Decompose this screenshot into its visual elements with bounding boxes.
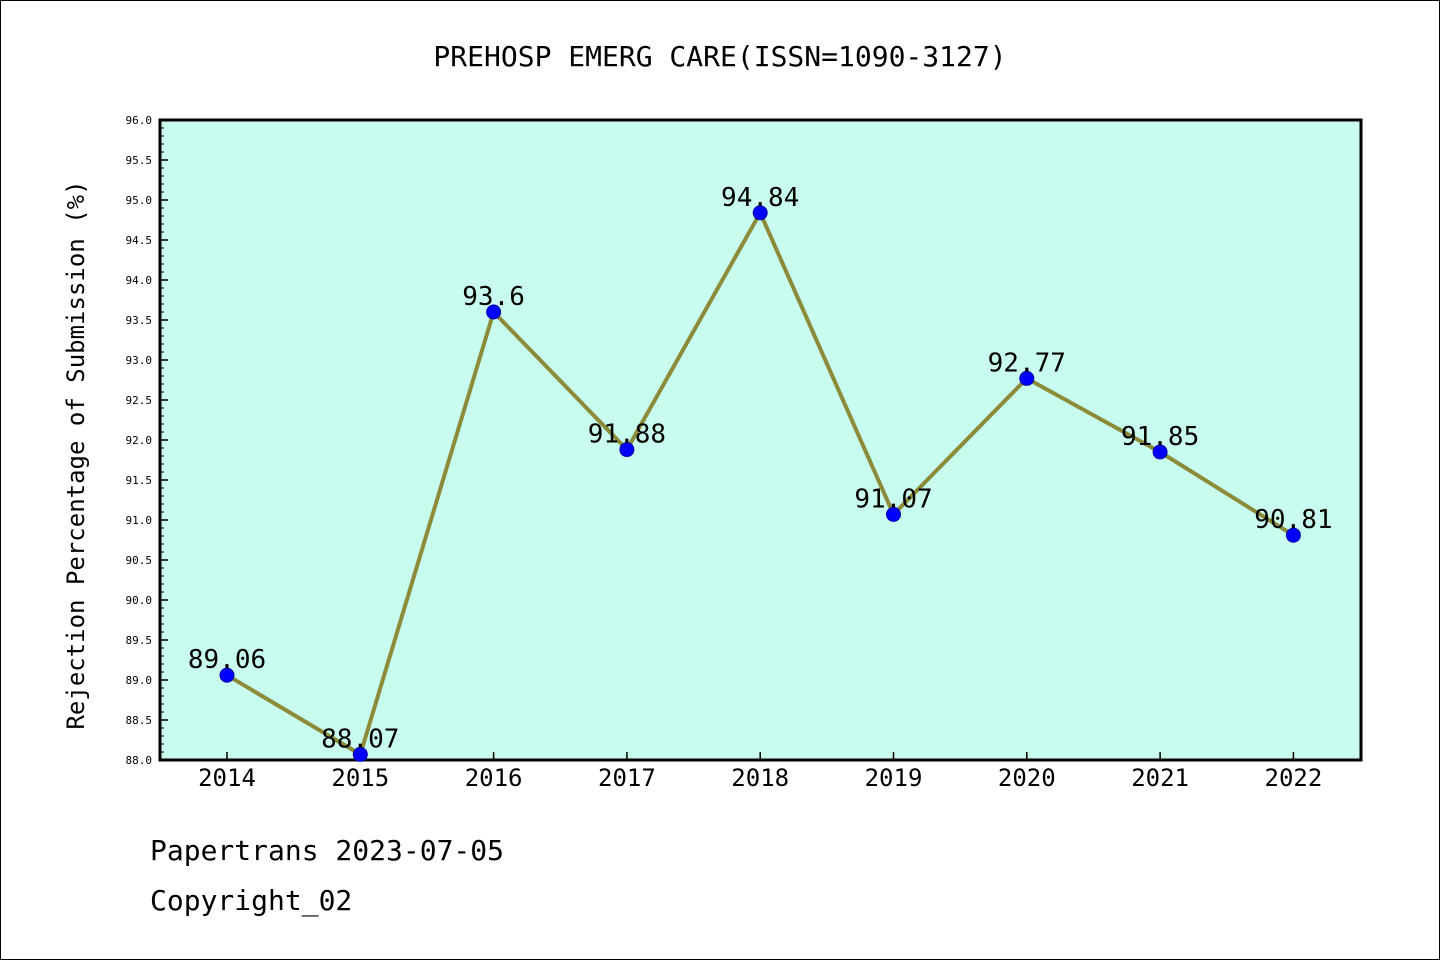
chart-title: PREHOSP EMERG CARE(ISSN=1090-3127)	[433, 40, 1006, 73]
y-axis-label: Rejection Percentage of Submission (%)	[62, 180, 90, 729]
y-tick-label: 88.0	[126, 754, 153, 767]
x-tick-label: 2021	[1131, 764, 1189, 792]
y-tick-label: 94.0	[126, 274, 153, 287]
x-tick-label: 2019	[865, 764, 923, 792]
plot-area	[158, 118, 1363, 762]
y-tick-label: 92.5	[126, 394, 153, 407]
y-tick-label: 92.0	[126, 434, 153, 447]
data-point	[619, 442, 635, 458]
data-point	[1285, 527, 1301, 543]
y-tick-label: 96.0	[126, 114, 153, 127]
data-label: 94.84	[721, 183, 799, 213]
x-tick-label: 2016	[465, 764, 523, 792]
data-point	[486, 304, 502, 320]
y-tick-label: 94.5	[126, 234, 153, 247]
data-point	[1152, 444, 1168, 460]
y-tick-label: 88.5	[126, 714, 153, 727]
y-tick-label: 93.5	[126, 314, 153, 327]
x-tick-label: 2018	[731, 764, 789, 792]
x-tick-label: 2017	[598, 764, 656, 792]
data-point	[1019, 370, 1035, 386]
y-tick-label: 90.5	[126, 554, 153, 567]
x-tick-label: 2020	[998, 764, 1056, 792]
data-label: 91.85	[1121, 422, 1199, 452]
y-tick-label: 93.0	[126, 354, 153, 367]
data-label: 93.6	[462, 282, 525, 312]
y-axis: 88.0 88.5 89.0 89.5 90.0 90.5 91.0 91.5 92.0 92.5…	[126, 114, 168, 767]
y-tick-label: 89.0	[126, 674, 153, 687]
data-label: 91.88	[588, 420, 666, 450]
x-tick-label: 2015	[331, 764, 389, 792]
data-label: 89.06	[188, 645, 266, 675]
x-tick-label: 2014	[198, 764, 256, 792]
y-tick-label: 95.5	[126, 154, 153, 167]
y-tick-label: 95.0	[126, 194, 153, 207]
data-point	[219, 667, 235, 683]
data-point	[352, 746, 368, 762]
series-layer: 89.06 88.07 93.6 91.88 94.84 91.07 92.77 91.85 9…	[188, 183, 1333, 762]
x-tick-label: 2022	[1265, 764, 1323, 792]
y-tick-label: 90.0	[126, 594, 153, 607]
data-point	[752, 205, 768, 221]
source-note: Papertrans 2023-07-05	[150, 834, 505, 867]
data-point	[886, 506, 901, 522]
y-tick-label: 89.5	[126, 634, 153, 647]
data-label: 90.81	[1254, 505, 1332, 535]
y-tick-label: 91.5	[126, 474, 153, 487]
copyright-note: Copyright_02	[150, 884, 353, 917]
y-tick-label: 91.0	[126, 514, 153, 527]
data-label: 91.07	[854, 484, 932, 514]
data-label: 92.77	[988, 348, 1066, 378]
x-axis: 2014 2015 2016 2017 2018 2019 2020 2021 2022	[198, 752, 1322, 792]
data-label: 88.07	[321, 724, 399, 754]
